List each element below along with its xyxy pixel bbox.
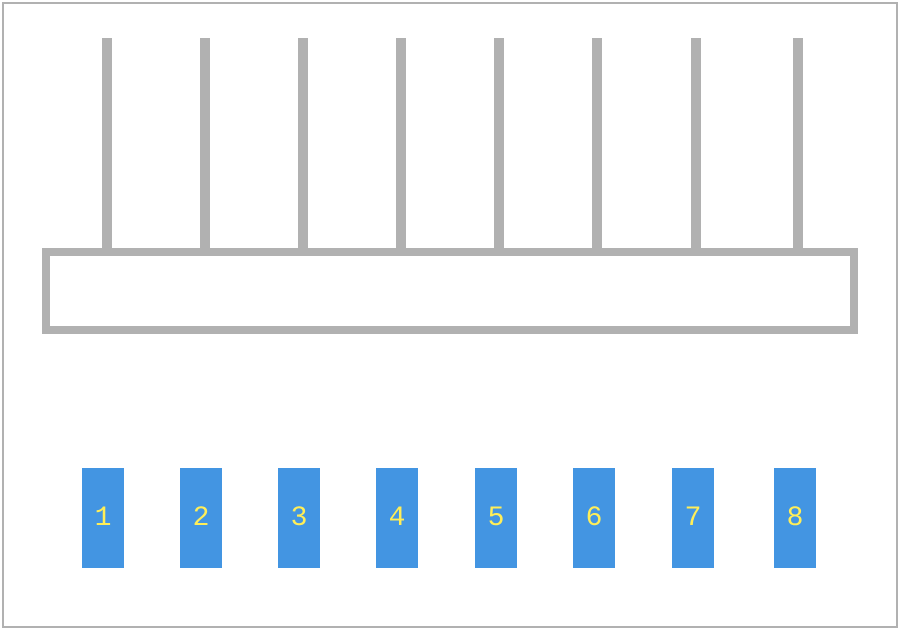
pad-label: 3 <box>291 503 308 534</box>
pin-lead-3 <box>298 38 308 248</box>
pad-label: 4 <box>389 503 406 534</box>
pad-4: 4 <box>376 468 418 568</box>
pin-lead-7 <box>691 38 701 248</box>
pin-lead-4 <box>396 38 406 248</box>
pin-lead-8 <box>793 38 803 248</box>
pad-7: 7 <box>672 468 714 568</box>
pad-2: 2 <box>180 468 222 568</box>
pin-lead-1 <box>102 38 112 248</box>
pad-label: 8 <box>787 503 804 534</box>
pad-label: 2 <box>193 503 210 534</box>
pad-1: 1 <box>82 468 124 568</box>
component-body <box>42 248 858 334</box>
pad-label: 1 <box>95 503 112 534</box>
pad-8: 8 <box>774 468 816 568</box>
pad-label: 5 <box>488 503 505 534</box>
pad-5: 5 <box>475 468 517 568</box>
pad-3: 3 <box>278 468 320 568</box>
pin-lead-6 <box>592 38 602 248</box>
pad-label: 7 <box>685 503 702 534</box>
pad-6: 6 <box>573 468 615 568</box>
pad-label: 6 <box>586 503 603 534</box>
pin-lead-5 <box>494 38 504 248</box>
pin-lead-2 <box>200 38 210 248</box>
